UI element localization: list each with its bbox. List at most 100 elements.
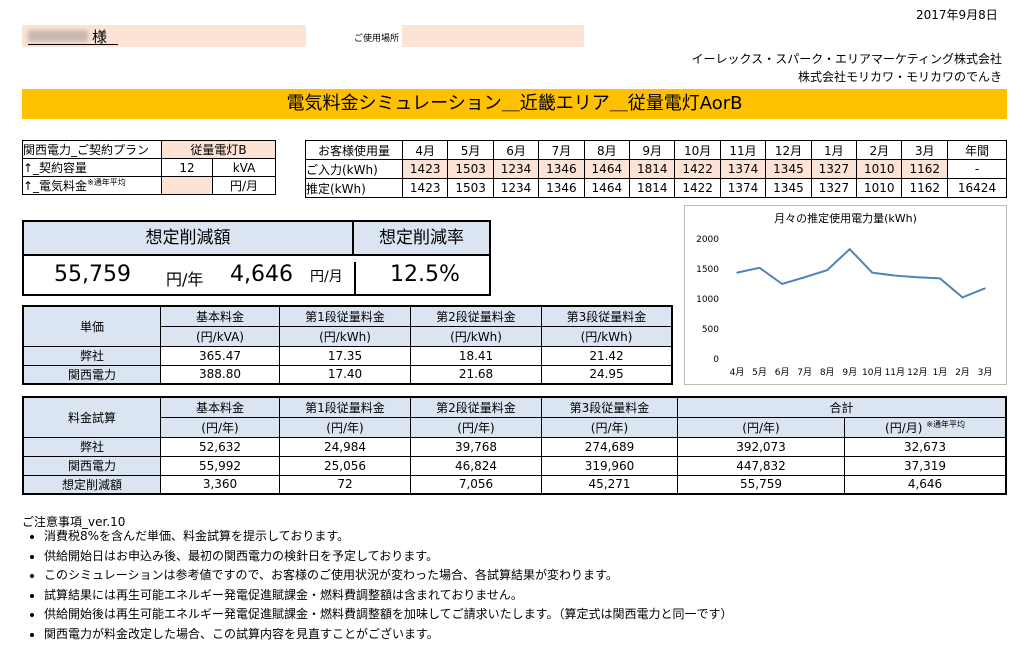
input-cell: 1464 — [583, 159, 631, 179]
estimate-cell: 1422 — [674, 178, 721, 198]
estimate-cell: 1162 — [901, 178, 948, 198]
month-header: 6月 — [492, 140, 540, 160]
estimate-cell: 1374 — [719, 178, 767, 198]
input-annual: - — [947, 159, 1007, 179]
monthly-avg-note: ※通年平均 — [926, 419, 965, 429]
month-header: 2月 — [856, 140, 903, 160]
input-cell: 1422 — [674, 159, 721, 179]
capacity-value: 12 — [161, 158, 213, 177]
savings-box: 想定削減額 想定削減率 55,759 円/年 4,646 円/月 12.5% — [22, 220, 491, 296]
title-banner: 電気料金シミュレーション＿近畿エリア＿従量電灯AorB — [22, 89, 1007, 119]
note-item: 試算結果には再生可能エネルギー発電促進賦課金・燃料費調整額は含まれておりません。 — [44, 586, 1024, 606]
data-point — [894, 274, 896, 277]
month-header: 9月 — [629, 140, 676, 160]
col-header: 第1段従量料金 — [279, 305, 411, 327]
x-tick-label: 8月 — [820, 367, 835, 378]
fee-cell: 45,271 — [541, 474, 678, 495]
month-header: 10月 — [674, 140, 721, 160]
unit-header: (円/年) — [410, 416, 542, 438]
plan-table: 関西電力_ご契約プラン 従量電灯B ↑_契約容量 12 kVA ↑_電気料金※通… — [22, 140, 276, 195]
fee-cell: 24,984 — [279, 436, 411, 457]
price-cell: 24.95 — [541, 364, 673, 385]
usage-table: お客様使用量 4月 5月 6月 7月 8月 9月 10月 11月 12月 1月 … — [305, 140, 1007, 198]
unit-header: (円/kWh) — [541, 325, 673, 347]
monthly-savings: 4,646 — [230, 262, 293, 287]
savings-rate-header: 想定削減率 — [354, 222, 489, 256]
savings-rate-label: 想定削減率 — [379, 228, 464, 248]
place-label: ご使用場所 — [354, 34, 400, 44]
fee-cell: 7,056 — [410, 474, 542, 495]
price-cell: 18.41 — [410, 345, 542, 366]
x-tick-label: 11月 — [885, 367, 905, 378]
data-point — [736, 271, 738, 274]
company-name-1: イーレックス・スパーク・エリアマーケティング株式会社 — [691, 52, 1002, 66]
fee-calc-label: 料金試算 — [22, 396, 161, 438]
x-tick-label: 5月 — [752, 367, 767, 378]
usage-header-label: お客様使用量 — [305, 140, 403, 160]
fee-cell: 46,824 — [410, 455, 542, 476]
customer-suffix: 様 — [92, 28, 108, 46]
fee-cell: 55,992 — [160, 455, 280, 476]
plan-label: 関西電力_ご契約プラン — [22, 140, 162, 159]
note-item: 供給開始後は再生可能エネルギー発電促進賦課金・燃料費調整額を加味してご請求いたし… — [44, 605, 1024, 625]
fee-unit: 円/月 — [212, 176, 276, 195]
customer-name-box: 様 — [22, 25, 306, 47]
row-label: 想定削減額 — [22, 474, 161, 495]
x-tick-label: 1月 — [933, 367, 948, 378]
fee-cell: 274,689 — [541, 436, 678, 457]
price-cell: 21.68 — [410, 364, 542, 385]
annual-header: 年間 — [947, 140, 1007, 160]
input-cell: 1327 — [810, 159, 858, 179]
month-header: 7月 — [538, 140, 585, 160]
y-tick-label: 500 — [702, 325, 719, 335]
fee-cell: 72 — [279, 474, 411, 495]
fee-label-cell: ↑_電気料金※通年平均 — [22, 176, 162, 195]
fee-cell: 4,646 — [844, 474, 1007, 495]
fee-cell: 25,056 — [279, 455, 411, 476]
unit-header: (円/年) — [279, 416, 411, 438]
estimate-cell: 1346 — [538, 178, 585, 198]
unit-header: (円/年) — [677, 416, 845, 438]
unit-header: (円/kVA) — [160, 325, 280, 347]
total-header: 合計 — [677, 396, 1007, 418]
fee-value — [161, 176, 213, 195]
company-name-2: 株式会社モリカワ・モリカワのでんき — [797, 70, 1002, 84]
input-cell: 1162 — [901, 159, 948, 179]
input-cell: 1010 — [856, 159, 903, 179]
note-item: 関西電力が料金改定した場合、この試算内容を見直すことがございます。 — [44, 625, 1024, 645]
x-tick-label: 2月 — [955, 367, 970, 378]
row-label: 関西電力 — [22, 455, 161, 476]
fee-cell: 55,759 — [677, 474, 845, 495]
input-cell: 1374 — [719, 159, 767, 179]
notes-title: ご注意事項_ver.10 — [22, 515, 126, 529]
estimate-cell: 1503 — [447, 178, 494, 198]
y-tick-label: 1500 — [696, 265, 719, 275]
input-cell: 1503 — [447, 159, 494, 179]
estimate-cell: 1234 — [492, 178, 540, 198]
estimate-cell: 1327 — [810, 178, 858, 198]
col-header: 第2段従量料金 — [410, 396, 542, 418]
data-point — [758, 267, 761, 269]
input-row-label: ご入力(kWh) — [305, 159, 403, 179]
estimate-cell: 1010 — [856, 178, 903, 198]
capacity-unit: kVA — [212, 158, 276, 177]
usage-chart: 月々の推定使用電力量(kWh) 2000 1500 1000 500 0 4月 5月 6月 7月… — [684, 205, 1007, 385]
col-header: 第3段従量料金 — [541, 305, 673, 327]
notes-list: 消費税8%を含んだ単価、料金試算を提示しております。 供給開始日はお申込み後、最… — [22, 527, 1024, 644]
report-date: 2017年9月8日 — [916, 8, 998, 22]
month-header: 1月 — [810, 140, 858, 160]
name-underline — [28, 44, 118, 45]
row-label: 関西電力 — [22, 364, 161, 385]
data-point — [803, 276, 806, 279]
month-header: 3月 — [901, 140, 948, 160]
input-cell: 1346 — [538, 159, 585, 179]
data-point — [848, 248, 851, 250]
data-point — [961, 296, 964, 299]
note-item: 消費税8%を含んだ単価、料金試算を提示しております。 — [44, 527, 1024, 547]
monthly-unit-header: (円/月) ※通年平均 — [844, 416, 1007, 438]
note-item: 供給開始日はお申込み後、最初の関西電力の検針日を予定しております。 — [44, 547, 1024, 567]
col-header: 第3段従量料金 — [541, 396, 678, 418]
fee-cell: 37,319 — [844, 455, 1007, 476]
unit-header: (円/kWh) — [410, 325, 542, 347]
y-tick-label: 2000 — [696, 235, 719, 245]
